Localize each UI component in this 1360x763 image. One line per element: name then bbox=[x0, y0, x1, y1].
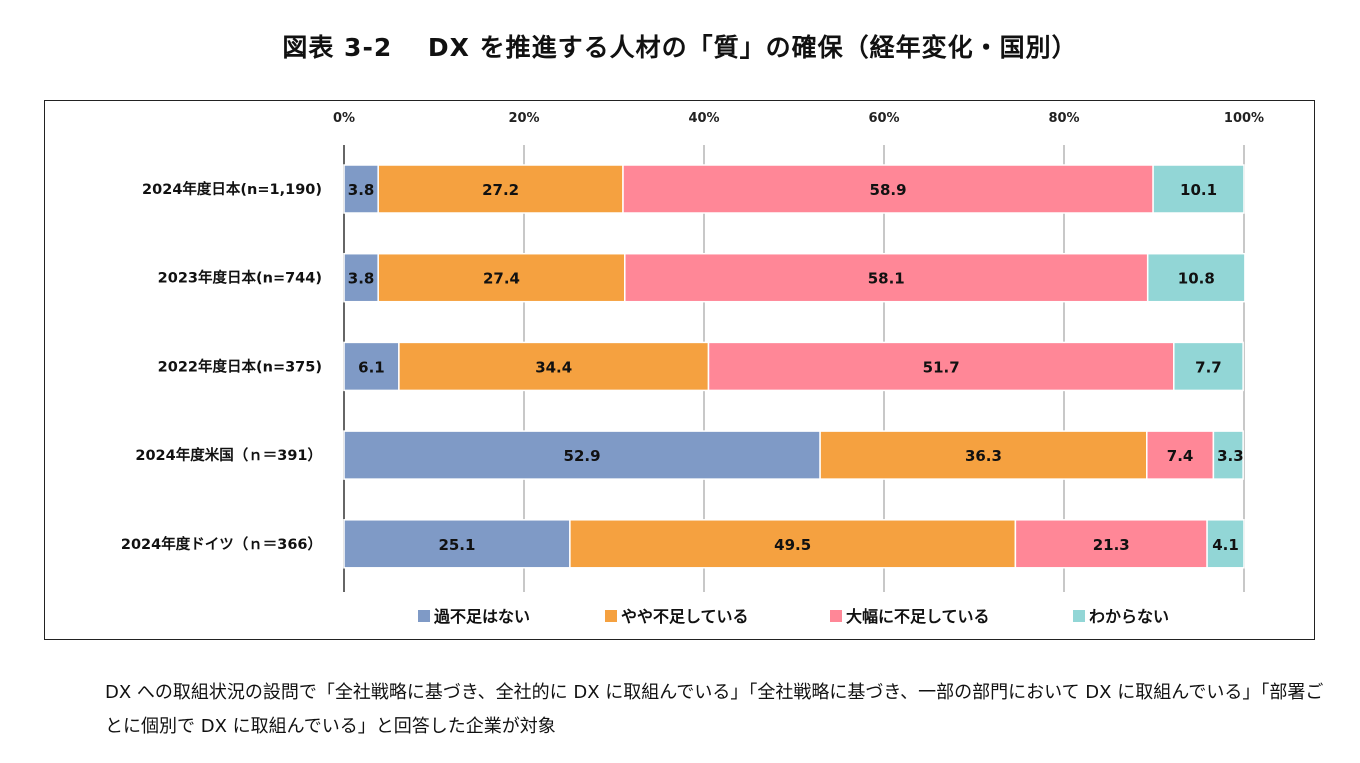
data-label: 3.3 bbox=[1217, 447, 1244, 465]
bar-segment bbox=[622, 164, 1154, 214]
data-label: 52.9 bbox=[564, 447, 601, 465]
data-label: 51.7 bbox=[923, 358, 960, 376]
bar-segment bbox=[343, 252, 379, 303]
chart-title: 図表 3-2 DX を推進する人材の「質」の確保（経年変化・国別） bbox=[282, 33, 1078, 62]
legend-label: 過不足はない bbox=[433, 607, 530, 626]
legend-swatch bbox=[418, 610, 430, 622]
legend-label: やや不足している bbox=[621, 607, 749, 626]
bar-segment bbox=[343, 341, 400, 392]
legend-swatch bbox=[830, 610, 842, 622]
x-tick-label: 100% bbox=[1224, 111, 1264, 126]
legend-swatch bbox=[605, 610, 617, 622]
data-label: 58.1 bbox=[868, 270, 905, 288]
legend-label: 大幅に不足している bbox=[846, 607, 990, 626]
x-tick-label: 80% bbox=[1048, 111, 1079, 126]
bar-segment bbox=[624, 252, 1149, 303]
category-label: 2024年度ドイツ（ｎ＝366） bbox=[121, 535, 322, 553]
data-label: 7.7 bbox=[1195, 358, 1222, 376]
x-tick-label: 0% bbox=[333, 111, 355, 126]
legend-swatch bbox=[1073, 610, 1085, 622]
category-label: 2023年度日本(n=744) bbox=[158, 269, 322, 287]
category-label: 2024年度日本(n=1,190) bbox=[142, 180, 322, 198]
data-label: 21.3 bbox=[1093, 536, 1130, 554]
data-label: 25.1 bbox=[438, 536, 475, 554]
category-label: 2024年度米国（ｎ＝391） bbox=[135, 446, 322, 464]
data-label: 10.8 bbox=[1178, 270, 1215, 288]
bar-segment bbox=[343, 430, 821, 480]
data-label: 6.1 bbox=[358, 358, 385, 376]
legend-label: わからない bbox=[1089, 607, 1169, 626]
x-tick-label: 20% bbox=[508, 111, 539, 126]
data-label: 36.3 bbox=[965, 447, 1002, 465]
data-label: 3.8 bbox=[348, 181, 375, 199]
bar-segment bbox=[398, 341, 710, 392]
bar-segment bbox=[1146, 252, 1246, 303]
bar-segment bbox=[707, 341, 1175, 392]
data-label: 34.4 bbox=[535, 358, 572, 376]
x-tick-label: 40% bbox=[688, 111, 719, 126]
data-label: 58.9 bbox=[870, 181, 907, 199]
chart-frame bbox=[44, 100, 1315, 640]
data-label: 4.1 bbox=[1212, 536, 1239, 554]
x-tick-label: 60% bbox=[868, 111, 899, 126]
bar-segment bbox=[377, 252, 626, 303]
data-label: 7.4 bbox=[1167, 447, 1194, 465]
data-label: 27.4 bbox=[483, 270, 520, 288]
footnote: DX への取組状況の設問で「全社戦略に基づき、全社的に DX に取組んでいる」「… bbox=[105, 682, 1324, 737]
bar-segment bbox=[1206, 519, 1245, 569]
bar-segment bbox=[1212, 430, 1244, 480]
bar-segment bbox=[1173, 341, 1244, 392]
data-label: 10.1 bbox=[1180, 181, 1217, 199]
bar-segment bbox=[343, 519, 571, 569]
category-label: 2022年度日本(n=375) bbox=[158, 357, 322, 375]
data-label: 27.2 bbox=[482, 181, 519, 199]
data-label: 3.8 bbox=[348, 270, 375, 288]
bar-segment bbox=[1152, 164, 1245, 214]
data-label: 49.5 bbox=[774, 536, 811, 554]
